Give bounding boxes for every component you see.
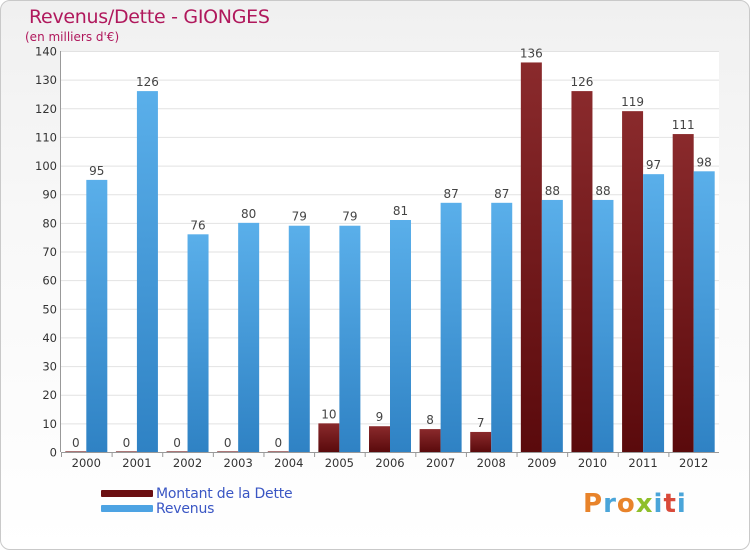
x-tick-label: 2011 <box>628 456 657 470</box>
bar-revenue <box>440 202 462 452</box>
data-label-debt: 111 <box>672 118 695 132</box>
x-tick-label: 2004 <box>274 456 303 470</box>
data-label-debt: 126 <box>571 75 594 89</box>
data-label-revenue: 87 <box>494 187 509 201</box>
y-tick-label: 60 <box>42 274 57 288</box>
bar-debt <box>672 134 694 453</box>
bar-revenue <box>86 179 108 452</box>
bar-debt <box>369 426 390 452</box>
data-label-debt: 136 <box>520 46 543 60</box>
y-tick-label: 0 <box>50 446 57 460</box>
bar-debt <box>520 62 542 452</box>
x-tick-label: 2006 <box>375 456 404 470</box>
x-tick-label: 2000 <box>72 456 101 470</box>
y-tick-label: 100 <box>35 159 57 173</box>
x-tick-label: 2005 <box>325 456 354 470</box>
x-tick-label: 2003 <box>224 456 253 470</box>
data-label-revenue: 98 <box>697 155 712 169</box>
bar-debt <box>65 451 87 452</box>
data-label-debt: 119 <box>621 95 644 109</box>
bar-revenue <box>390 219 411 452</box>
data-label-revenue: 88 <box>545 184 560 198</box>
x-tick-label: 2007 <box>426 456 455 470</box>
brand-letter: t <box>663 489 677 519</box>
data-label-revenue: 76 <box>190 218 205 232</box>
bar-debt <box>419 429 441 452</box>
bar-revenue <box>592 199 614 452</box>
data-label-debt: 0 <box>224 436 232 450</box>
data-label-debt: 7 <box>477 416 485 430</box>
bar-revenue <box>339 225 361 452</box>
y-tick-label: 110 <box>35 130 57 144</box>
data-label-debt: 0 <box>274 436 282 450</box>
brand-letter: i <box>653 489 664 519</box>
bar-debt <box>470 431 492 452</box>
y-tick-label: 80 <box>42 216 57 230</box>
data-label-revenue: 88 <box>595 184 610 198</box>
data-label-revenue: 87 <box>443 187 458 201</box>
data-label-revenue: 79 <box>292 210 307 224</box>
data-label-revenue: 126 <box>136 75 159 89</box>
bar-debt <box>166 451 188 452</box>
data-label-revenue: 95 <box>89 164 104 178</box>
data-label-debt: 10 <box>321 407 336 421</box>
brand-letter: x <box>635 489 654 519</box>
brand-letter: i <box>676 489 687 519</box>
y-tick-label: 30 <box>42 360 57 374</box>
x-tick-label: 2012 <box>679 456 708 470</box>
x-tick-label: 2001 <box>122 456 151 470</box>
y-tick-label: 10 <box>42 417 57 431</box>
brand-letter: P <box>583 489 604 519</box>
brand-logo: Proxiti <box>583 489 687 519</box>
y-tick-label: 50 <box>42 302 57 316</box>
data-label-revenue: 97 <box>646 158 661 172</box>
x-tick-label: 2009 <box>527 456 556 470</box>
bar-revenue <box>136 91 158 452</box>
x-tick-label: 2002 <box>173 456 202 470</box>
legend-swatch-revenue <box>101 505 153 512</box>
x-tick-label: 2010 <box>578 456 607 470</box>
bar-debt <box>318 423 340 452</box>
y-tick-label: 120 <box>35 102 57 116</box>
data-label-debt: 9 <box>376 410 384 424</box>
bar-revenue <box>643 174 665 452</box>
bar-debt <box>622 111 644 453</box>
data-label-revenue: 80 <box>241 207 256 221</box>
y-tick-label: 90 <box>42 188 57 202</box>
bar-revenue <box>491 202 513 452</box>
bar-debt <box>267 451 289 452</box>
data-label-debt: 0 <box>173 436 181 450</box>
data-label-debt: 0 <box>72 436 80 450</box>
bar-debt <box>217 451 239 452</box>
bar-debt <box>571 91 593 452</box>
y-tick-label: 70 <box>42 245 57 259</box>
data-label-revenue: 79 <box>342 210 357 224</box>
x-tick-label: 2008 <box>477 456 506 470</box>
legend-swatch-debt <box>101 490 153 497</box>
chart-title: Revenus/Dette - GIONGES <box>29 6 270 28</box>
chart-subtitle: (en milliers d'€) <box>25 30 120 44</box>
legend-label-revenue: Revenus <box>156 501 215 517</box>
y-tick-label: 40 <box>42 331 57 345</box>
brand-letter: r <box>603 489 617 519</box>
legend-label-debt: Montant de la Dette <box>156 486 293 502</box>
bar-revenue <box>693 171 715 453</box>
y-tick-label: 130 <box>35 73 57 87</box>
data-label-debt: 8 <box>426 413 434 427</box>
bar-debt <box>115 451 137 452</box>
data-label-debt: 0 <box>123 436 131 450</box>
data-label-revenue: 81 <box>393 204 408 218</box>
bar-revenue <box>187 234 209 452</box>
brand-letter: o <box>616 489 636 519</box>
bar-revenue <box>288 225 310 452</box>
y-tick-label: 20 <box>42 388 57 402</box>
bar-revenue <box>238 222 260 452</box>
bar-revenue <box>541 199 563 452</box>
y-tick-label: 140 <box>35 45 57 59</box>
